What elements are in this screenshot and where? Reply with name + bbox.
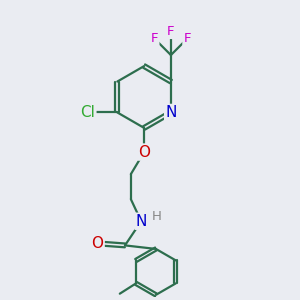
Text: Cl: Cl [80,105,95,120]
Text: O: O [92,236,104,251]
Text: N: N [165,105,177,120]
Text: F: F [151,32,158,45]
Text: O: O [138,145,150,160]
Text: H: H [152,210,161,223]
Text: F: F [167,25,175,38]
Text: F: F [183,32,191,45]
Text: N: N [136,214,147,229]
